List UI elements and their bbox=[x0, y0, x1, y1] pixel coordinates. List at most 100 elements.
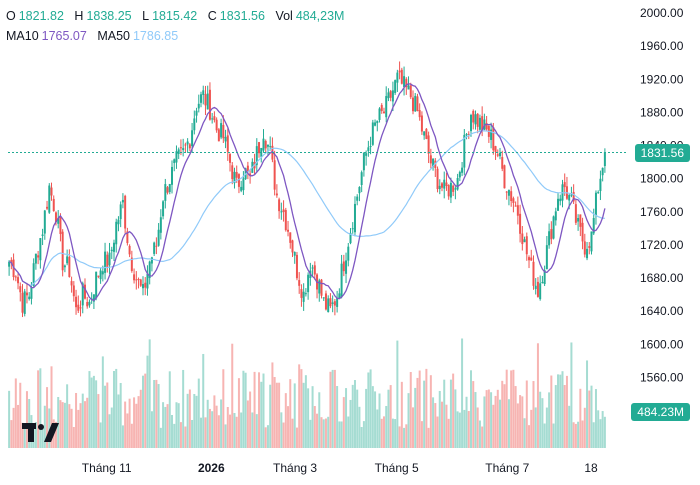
candle-body bbox=[407, 85, 410, 90]
volume-bar bbox=[492, 404, 495, 448]
candle-body bbox=[159, 217, 162, 233]
volume-bar bbox=[519, 395, 522, 448]
candle-body bbox=[481, 116, 484, 131]
volume-bar bbox=[414, 387, 417, 448]
candle-body bbox=[470, 114, 473, 132]
candle-body bbox=[545, 245, 548, 270]
volume-bar bbox=[557, 374, 560, 448]
candle-body bbox=[104, 251, 107, 273]
candle-body bbox=[262, 138, 265, 151]
price-tick-label: 1960.00 bbox=[640, 39, 684, 53]
volume-bar bbox=[389, 385, 392, 448]
volume-bar bbox=[77, 409, 80, 448]
volume-bar bbox=[242, 370, 245, 448]
candle-body bbox=[597, 192, 600, 194]
candle-body bbox=[166, 187, 169, 193]
candle-body bbox=[195, 110, 198, 116]
candle-body bbox=[54, 212, 57, 223]
candle-body bbox=[586, 248, 589, 259]
candle-body bbox=[425, 128, 428, 139]
candle-body bbox=[63, 265, 66, 268]
candle-body bbox=[313, 265, 316, 275]
candle-body bbox=[258, 142, 261, 154]
candle-body bbox=[347, 246, 350, 261]
candle-body bbox=[418, 110, 421, 118]
volume-bar bbox=[106, 382, 109, 448]
candle-body bbox=[184, 144, 187, 146]
volume-bar bbox=[565, 375, 568, 448]
volume-bar bbox=[195, 395, 198, 448]
volume-bar bbox=[594, 389, 597, 448]
candle-body bbox=[423, 131, 426, 136]
candle-body bbox=[396, 72, 399, 83]
volume-bar bbox=[289, 379, 292, 448]
candle-body bbox=[601, 167, 604, 176]
candle-body bbox=[447, 185, 450, 197]
candle-body bbox=[463, 134, 466, 168]
volume-bar bbox=[570, 342, 573, 448]
volume-bar bbox=[465, 396, 468, 448]
candle-body bbox=[43, 210, 46, 234]
volume-bar bbox=[12, 407, 15, 448]
volume-bar bbox=[554, 385, 557, 448]
candle-body bbox=[275, 193, 278, 196]
candle-body bbox=[34, 253, 37, 264]
candle-body bbox=[378, 108, 381, 120]
volume-bar bbox=[539, 391, 542, 448]
high-value: 1838.25 bbox=[86, 9, 132, 23]
candle-body bbox=[452, 185, 455, 192]
volume-bar bbox=[237, 378, 240, 448]
candle-body bbox=[10, 259, 13, 264]
candle-body bbox=[394, 80, 397, 93]
candle-body bbox=[559, 198, 562, 202]
candle-body bbox=[295, 254, 298, 279]
candle-body bbox=[530, 257, 533, 261]
volume-bar bbox=[307, 388, 310, 448]
candle-body bbox=[525, 236, 528, 255]
candle-body bbox=[175, 151, 178, 163]
volume-bar bbox=[72, 426, 75, 448]
candle-body bbox=[380, 105, 383, 112]
candle-body bbox=[440, 183, 443, 188]
volume-bar bbox=[416, 377, 419, 448]
volume-bar bbox=[10, 420, 13, 448]
volume-bar bbox=[432, 397, 435, 448]
volume-bar bbox=[251, 412, 254, 448]
volume-bar bbox=[603, 416, 606, 448]
volume-bar bbox=[590, 385, 593, 448]
volume-bar bbox=[217, 415, 220, 448]
candle-body bbox=[162, 201, 165, 217]
candle-body bbox=[432, 158, 435, 167]
volume-bar bbox=[543, 423, 546, 448]
volume-bar bbox=[550, 375, 553, 448]
volume-bar bbox=[394, 419, 397, 448]
candle-body bbox=[291, 240, 294, 253]
candle-body bbox=[139, 279, 142, 286]
candle-body bbox=[148, 261, 151, 279]
volume-bar bbox=[233, 413, 236, 448]
candle-body bbox=[324, 293, 327, 310]
candle-body bbox=[461, 167, 464, 173]
candle-body bbox=[360, 172, 363, 186]
volume-bar bbox=[499, 399, 502, 448]
volume-bar bbox=[418, 370, 421, 448]
volume-bar bbox=[376, 409, 379, 448]
volume-bar bbox=[128, 398, 131, 448]
candle-body bbox=[472, 110, 475, 123]
volume-bar bbox=[253, 371, 256, 448]
volume-bar bbox=[374, 391, 377, 448]
candle-body bbox=[369, 146, 372, 148]
volume-bar bbox=[512, 369, 515, 448]
candle-body bbox=[19, 286, 22, 293]
candle-body bbox=[81, 283, 84, 306]
time-tick-label: 2026 bbox=[198, 461, 225, 475]
volume-bar bbox=[255, 414, 258, 448]
ma50-label: MA50 bbox=[97, 29, 130, 43]
volume-bar bbox=[271, 362, 274, 448]
candle-body bbox=[14, 276, 17, 278]
volume-bar bbox=[211, 411, 214, 448]
candle-body bbox=[579, 214, 582, 227]
volume-bar bbox=[119, 382, 122, 448]
tradingview-logo[interactable] bbox=[22, 420, 60, 444]
